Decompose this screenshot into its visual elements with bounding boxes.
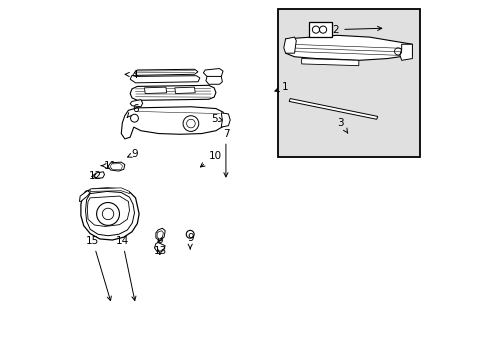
Polygon shape xyxy=(94,172,104,178)
Text: 3: 3 xyxy=(337,118,347,133)
Text: 10: 10 xyxy=(200,151,222,167)
Polygon shape xyxy=(80,191,90,202)
Polygon shape xyxy=(85,192,134,236)
Polygon shape xyxy=(130,100,142,107)
Polygon shape xyxy=(399,44,411,60)
Polygon shape xyxy=(134,69,198,75)
Polygon shape xyxy=(130,85,216,100)
Bar xyxy=(308,22,331,37)
Bar xyxy=(278,9,419,157)
Polygon shape xyxy=(121,107,224,139)
Polygon shape xyxy=(203,68,223,78)
Polygon shape xyxy=(144,87,166,94)
Text: 14: 14 xyxy=(116,236,136,301)
Text: 12: 12 xyxy=(89,171,102,181)
Text: 13: 13 xyxy=(153,247,166,256)
Text: 2: 2 xyxy=(332,24,381,35)
Text: 5: 5 xyxy=(210,113,223,123)
Polygon shape xyxy=(110,163,122,169)
Polygon shape xyxy=(157,231,163,239)
Text: 1: 1 xyxy=(274,82,288,92)
Polygon shape xyxy=(108,162,124,171)
Polygon shape xyxy=(283,37,296,53)
Polygon shape xyxy=(154,243,165,251)
Polygon shape xyxy=(221,113,230,127)
Polygon shape xyxy=(81,188,139,240)
Polygon shape xyxy=(301,59,358,66)
Polygon shape xyxy=(285,35,411,60)
Polygon shape xyxy=(175,87,195,94)
Polygon shape xyxy=(90,188,129,194)
Polygon shape xyxy=(130,75,200,83)
Text: 11: 11 xyxy=(101,161,117,171)
Polygon shape xyxy=(156,228,165,241)
Polygon shape xyxy=(87,196,129,226)
Text: 6: 6 xyxy=(127,104,138,117)
Text: 8: 8 xyxy=(156,235,163,245)
Polygon shape xyxy=(205,76,222,84)
Text: 9: 9 xyxy=(186,233,193,249)
Text: 9: 9 xyxy=(127,149,138,159)
Polygon shape xyxy=(288,99,377,119)
Text: 7: 7 xyxy=(222,129,229,177)
Text: 15: 15 xyxy=(86,236,111,301)
Text: 4: 4 xyxy=(125,69,138,80)
